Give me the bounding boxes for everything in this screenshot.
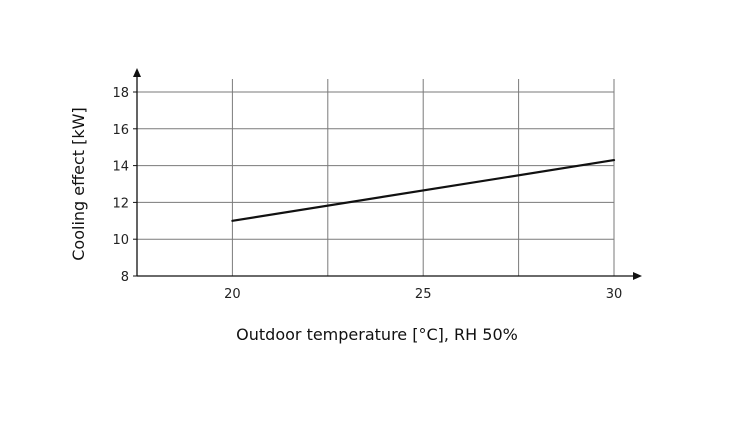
y-axis-arrow [133,68,141,77]
y-tick-label: 10 [112,233,129,248]
x-axis-title: Outdoor temperature [°C], RH 50% [236,325,518,344]
y-tick-label: 8 [121,270,129,285]
y-tick-label: 18 [112,86,129,101]
x-tick-label: 30 [606,287,623,302]
series [231,159,616,222]
x-axis-arrow [633,272,642,280]
y-tick-label: 16 [112,123,129,138]
x-tick-label: 25 [415,287,432,302]
y-tick-label: 12 [112,196,129,211]
axes [133,68,642,280]
y-axis-title: Cooling effect [kW] [69,107,88,260]
tick-labels: 8 10 12 14 16 18 20 25 30 [112,86,622,302]
series-line-1 [231,159,616,222]
grid [137,79,615,276]
y-tick-label: 14 [112,160,129,175]
x-tick-label: 20 [224,287,241,302]
